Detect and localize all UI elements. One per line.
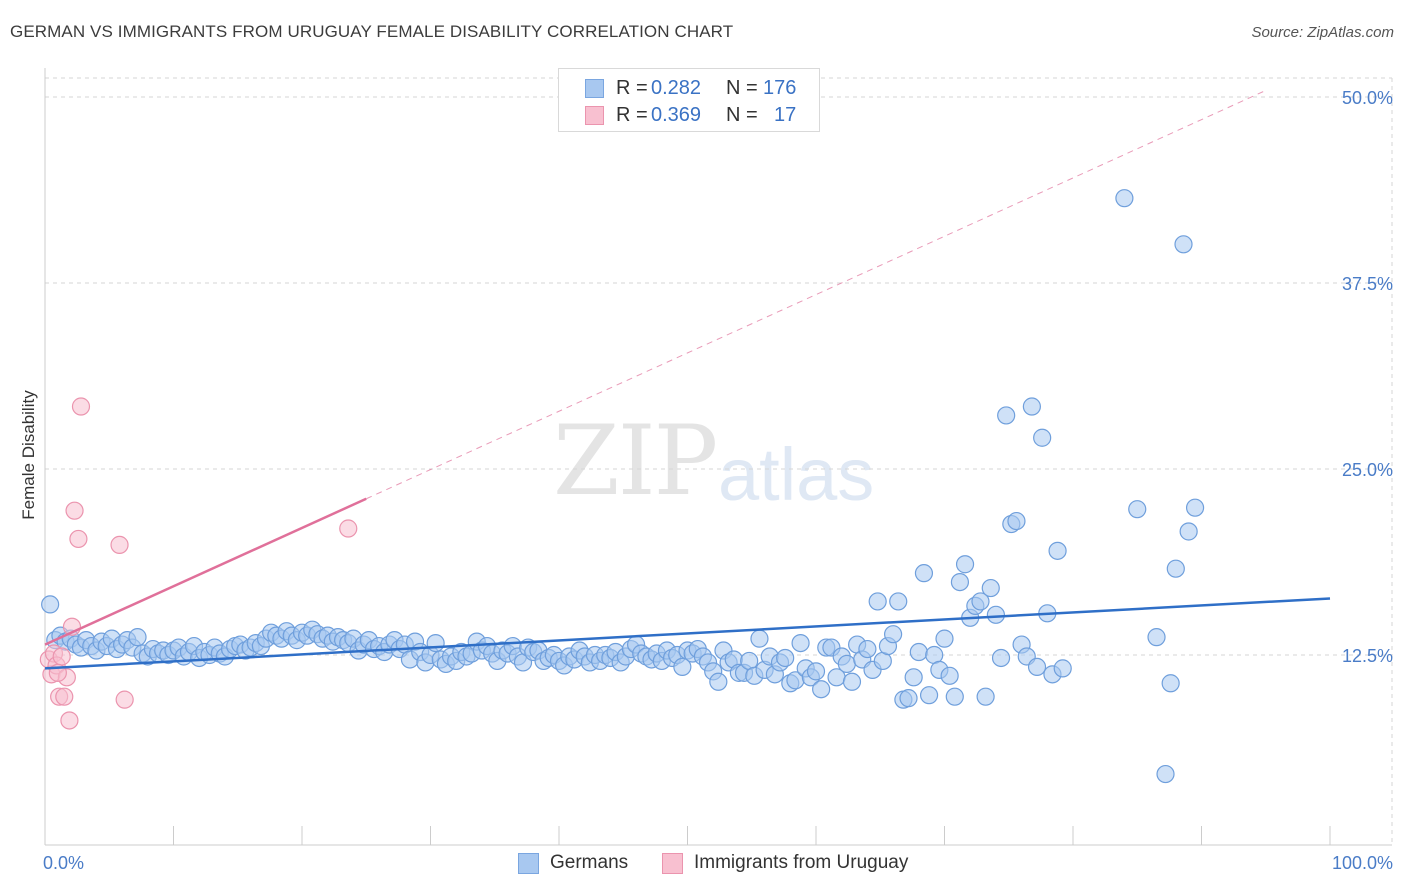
point-germans [1022,397,1041,416]
watermark-atlas: atlas [718,433,875,516]
point-germans [128,628,147,647]
point-germans [955,555,975,574]
point-germans [1166,559,1185,578]
point-germans [1007,511,1026,531]
point-germans [883,625,903,644]
legend-n-label: N = [726,104,758,126]
bottom-legend-label-germans: Germans [550,852,629,873]
point-germans [812,680,831,699]
point-uruguay [69,529,88,549]
legend-swatch-germans [585,79,604,98]
point-germans [986,605,1006,624]
point-uruguay [110,535,129,554]
point-germans [909,642,928,662]
point-germans [1179,522,1198,541]
point-germans [41,595,60,614]
y-tick-label: 25.0% [1342,460,1393,480]
point-germans [1128,500,1147,519]
point-uruguay [115,690,134,709]
watermark-zip: ZIP [553,405,718,517]
point-germans [1048,541,1067,560]
point-germans [776,648,795,668]
grid-layer [45,77,1393,845]
legend-n-value: 176 [763,77,797,99]
point-germans [791,633,810,653]
legend-n-value: 17 [774,104,797,126]
legend-r-value: 0.282 [651,77,702,99]
point-germans [1033,428,1052,447]
point-uruguay [55,687,74,706]
trend-line-uruguay [44,497,367,646]
x-tick-label: 100.0% [1332,853,1393,873]
point-germans [914,564,934,583]
point-germans [1156,764,1175,784]
point-germans [709,672,728,691]
point-uruguay [71,397,91,416]
point-germans [940,666,959,685]
legend-box: R = 0.282 N = 176 R = 0.369 N = 17 [558,68,820,132]
legend-n-label: N = [726,77,758,99]
point-uruguay [52,647,71,666]
source-label: Source: ZipAtlas.com [1251,24,1394,41]
point-germans [1053,659,1072,678]
bottom-legend-label-uruguay: Immigrants from Uruguay [694,852,909,873]
point-germans [997,406,1016,425]
bottom-legend-swatch-germans [518,853,539,874]
bottom-legend-swatch-uruguay [662,853,683,874]
point-uruguay [65,501,84,520]
point-germans [981,578,1000,598]
point-germans [950,572,970,592]
chart-title: GERMAN VS IMMIGRANTS FROM URUGUAY FEMALE… [10,22,734,41]
point-germans [1161,674,1180,693]
trend-line-germans [44,597,1331,670]
point-germans [1115,189,1134,208]
point-germans [1185,498,1205,517]
legend-r-label: R = [616,104,648,126]
point-germans [904,668,923,687]
point-germans [945,687,964,706]
point-uruguay [339,519,358,538]
point-germans [806,662,826,681]
points-layer [39,189,1205,784]
y-tick-label: 12.5% [1342,646,1393,666]
point-germans [976,687,995,706]
point-germans [750,629,769,648]
trend-extension-uruguay [366,89,1266,500]
legend-r-value: 0.369 [651,104,702,126]
x-tick-label: 0.0% [43,853,84,873]
legend-r-label: R = [616,77,648,99]
trend-layer [44,89,1331,670]
legend-swatch-uruguay [585,106,604,125]
point-germans [1174,235,1193,254]
point-germans [837,654,856,674]
point-germans [899,689,918,708]
point-germans [673,657,692,677]
axis-layer: 12.5% 25.0% 37.5% 50.0% 0.0% 100.0% [43,68,1393,873]
point-germans [991,648,1011,668]
y-tick-label: 50.0% [1342,88,1393,108]
point-germans [868,592,887,611]
point-germans [426,633,445,653]
point-germans [971,592,990,611]
y-tick-label: 37.5% [1342,274,1393,294]
point-germans [935,629,954,648]
point-germans [1027,657,1047,677]
point-germans [842,672,862,691]
point-germans [858,639,877,659]
y-axis-label: Female Disability [19,390,38,520]
point-germans [919,686,939,705]
point-germans [1147,628,1166,647]
point-germans [889,592,908,611]
point-uruguay [60,711,79,730]
